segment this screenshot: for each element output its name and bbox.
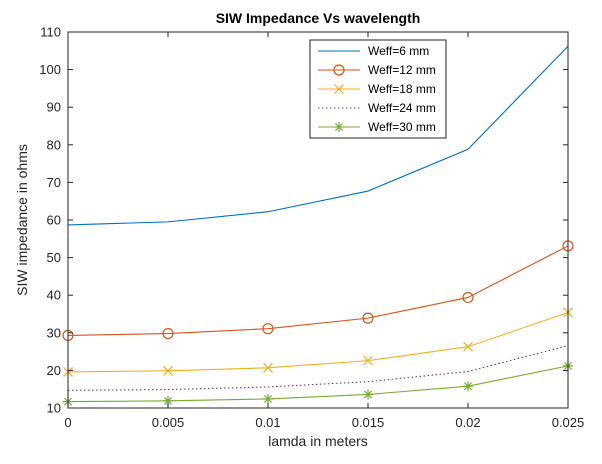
series-5-point-stroke — [363, 390, 373, 399]
legend-marker — [334, 122, 344, 132]
series-3-point — [163, 365, 173, 376]
y-tick-label: 60 — [47, 213, 61, 228]
y-tick-label: 100 — [39, 62, 61, 77]
series-3-point — [263, 362, 273, 373]
legend-item: Weff=30 mm — [318, 120, 436, 134]
y-tick-label: 50 — [47, 250, 61, 265]
x-tick-label: 0 — [64, 415, 71, 430]
y-tick-label: 30 — [47, 325, 61, 340]
series-1-line — [67, 45, 569, 226]
y-tick-label: 90 — [47, 100, 61, 115]
x-axis-label: lamda in meters — [268, 433, 368, 449]
legend-item: Weff=18 mm — [318, 82, 436, 96]
series-3-point-stroke — [463, 341, 473, 352]
series-2-line — [67, 245, 569, 336]
series-3-point-stroke — [363, 355, 373, 366]
legend-marker-stroke — [334, 122, 344, 132]
legend-marker — [334, 84, 344, 94]
y-tick-label: 110 — [40, 25, 61, 40]
x-tick-label: 0.02 — [455, 415, 480, 430]
series-5-point-stroke — [263, 394, 273, 404]
series-5-point — [363, 389, 373, 400]
x-tick-label: 0.015 — [352, 415, 385, 430]
y-axis-label: SIW impedance in ohms — [14, 144, 30, 296]
series-5-point-stroke — [463, 382, 473, 391]
series-2 — [62, 240, 574, 342]
series-3-point — [463, 341, 473, 352]
y-tick-label: 10 — [47, 401, 61, 416]
series-3-line — [67, 311, 569, 373]
y-tick-label: 70 — [47, 175, 61, 190]
legend-marker — [333, 64, 345, 76]
legend-label: Weff=30 mm — [368, 120, 436, 134]
y-tick-label: 80 — [47, 137, 61, 152]
legend-label: Weff=18 mm — [368, 82, 436, 96]
series-3-point-stroke — [163, 365, 173, 376]
series-2-point — [362, 312, 374, 324]
series-5-point — [263, 393, 273, 404]
y-tick-label: 20 — [47, 363, 61, 378]
legend-item: Weff=6 mm — [318, 44, 429, 58]
legend-item: Weff=12 mm — [318, 63, 436, 77]
legend-label: Weff=12 mm — [368, 63, 436, 77]
y-tick-label: 40 — [47, 288, 61, 303]
series-5-line — [67, 365, 569, 403]
ticks-layer: 0 0.005 0.01 0.015 0.02 0.025 10 20 30 40 50 60 70 80… — [39, 25, 584, 431]
chart-title: SIW Impedance Vs wavelength — [216, 10, 421, 26]
x-tick-label: 0.01 — [255, 415, 280, 430]
series-2-point — [162, 327, 174, 340]
legend: Weff=6 mm Weff=12 mm Weff=18 mm Weff=24 mm W… — [309, 39, 447, 139]
x-tick-label: 0.025 — [552, 415, 585, 430]
series-2-point — [462, 291, 474, 304]
series-5-point-stroke — [163, 396, 173, 405]
series-3-point — [363, 355, 373, 366]
legend-label: Weff=24 mm — [368, 101, 436, 115]
series-1 — [67, 45, 569, 226]
series-5-point — [463, 381, 473, 392]
series-3-point-stroke — [263, 362, 273, 373]
legend-item: Weff=24 mm — [318, 101, 436, 115]
series-layer — [62, 45, 574, 407]
series-2-point — [262, 323, 274, 335]
legend-marker-stroke — [334, 84, 344, 94]
x-tick-label: 0.005 — [152, 415, 185, 430]
legend-label: Weff=6 mm — [368, 44, 429, 58]
